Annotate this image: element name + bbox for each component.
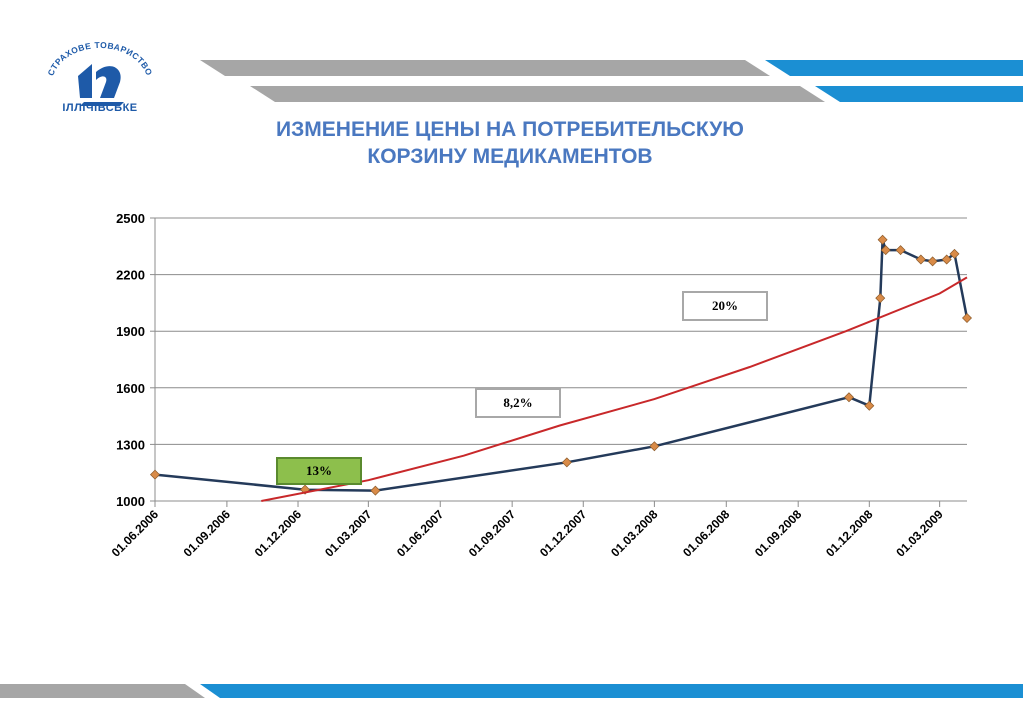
page-title: ИЗМЕНЕНИЕ ЦЕНЫ НА ПОТРЕБИТЕЛЬСКУЮ КОРЗИН…: [160, 116, 860, 170]
x-tick-label-01.12.2007: 01.12.2007: [537, 507, 590, 560]
x-axis-ticks: 01.06.2006 01.09.2006 01.12.2006 01.03.2007…: [109, 501, 946, 560]
data-point-9: [880, 245, 891, 256]
title-line-2: КОРЗИНУ МЕДИКАМЕНТОВ: [367, 145, 653, 168]
annotation-8-2-percent: 8,2%: [475, 388, 561, 418]
x-tick-label-01.06.2008: 01.06.2008: [680, 507, 733, 560]
annotation-20-percent: 20%: [682, 291, 768, 321]
top-stripe-blue-2: [815, 86, 1023, 102]
logo-emblem-icon: [78, 64, 124, 106]
x-tick-label-01.12.2006: 01.12.2006: [252, 507, 305, 560]
data-point-13: [941, 254, 952, 265]
data-point-6: [864, 400, 875, 411]
chart-axes: [154, 218, 967, 502]
x-tick-label-01.03.2009: 01.03.2009: [893, 507, 946, 560]
top-stripe-gray-2: [250, 86, 825, 102]
x-tick-label-01.09.2007: 01.09.2007: [466, 507, 519, 560]
x-tick-label-01.06.2006: 01.06.2006: [109, 507, 162, 560]
data-point-11: [915, 254, 926, 265]
y-tick-label-2200: 2200: [116, 268, 145, 283]
chart-series: [150, 234, 972, 502]
x-tick-label-01.06.2007: 01.06.2007: [394, 507, 447, 560]
x-tick-label-01.03.2007: 01.03.2007: [322, 507, 375, 560]
x-tick-label-01.03.2008: 01.03.2008: [608, 507, 661, 560]
bottom-stripe-blue: [200, 684, 1023, 698]
logo-name: ІЛЛІЧІВСЬКЕ: [62, 102, 138, 114]
data-point-15: [962, 312, 972, 323]
y-tick-label-2500: 2500: [116, 211, 145, 226]
data-point-10: [895, 245, 906, 256]
title-line-1: ИЗМЕНЕНИЕ ЦЕНЫ НА ПОТРЕБИТЕЛЬСКУЮ: [276, 118, 744, 141]
data-point-0: [150, 469, 160, 480]
y-tick-label-1900: 1900: [116, 324, 145, 339]
chart-grid: [155, 217, 967, 445]
x-tick-label-01.09.2008: 01.09.2008: [752, 507, 805, 560]
bottom-stripe-gray: [0, 684, 205, 698]
data-point-12: [927, 256, 938, 267]
y-tick-label-1000: 1000: [116, 494, 145, 509]
data-point-2: [370, 485, 381, 496]
trend-line: [261, 276, 968, 502]
y-tick-label-1600: 1600: [116, 381, 145, 396]
data-point-14: [949, 248, 960, 259]
price-line: [154, 238, 969, 492]
x-tick-label-01.09.2006: 01.09.2006: [181, 507, 234, 560]
y-tick-label-1300: 1300: [116, 437, 145, 452]
data-point-3: [561, 457, 572, 468]
data-point-8: [877, 234, 888, 245]
top-stripe-blue-1: [765, 60, 1023, 76]
top-stripe-gray-1: [200, 60, 770, 76]
data-point-4: [649, 441, 660, 452]
y-axis-ticks: 2500 2200 1900 1600 1300 1000: [116, 211, 155, 509]
data-point-7: [875, 293, 886, 304]
x-tick-label-01.12.2008: 01.12.2008: [823, 507, 876, 560]
annotation-13-percent: 13%: [276, 457, 362, 485]
data-point-5: [843, 392, 854, 403]
company-logo: СТРАХОВЕ ТОВАРИСТВО ІЛЛІЧІВСЬКЕ: [40, 42, 160, 124]
